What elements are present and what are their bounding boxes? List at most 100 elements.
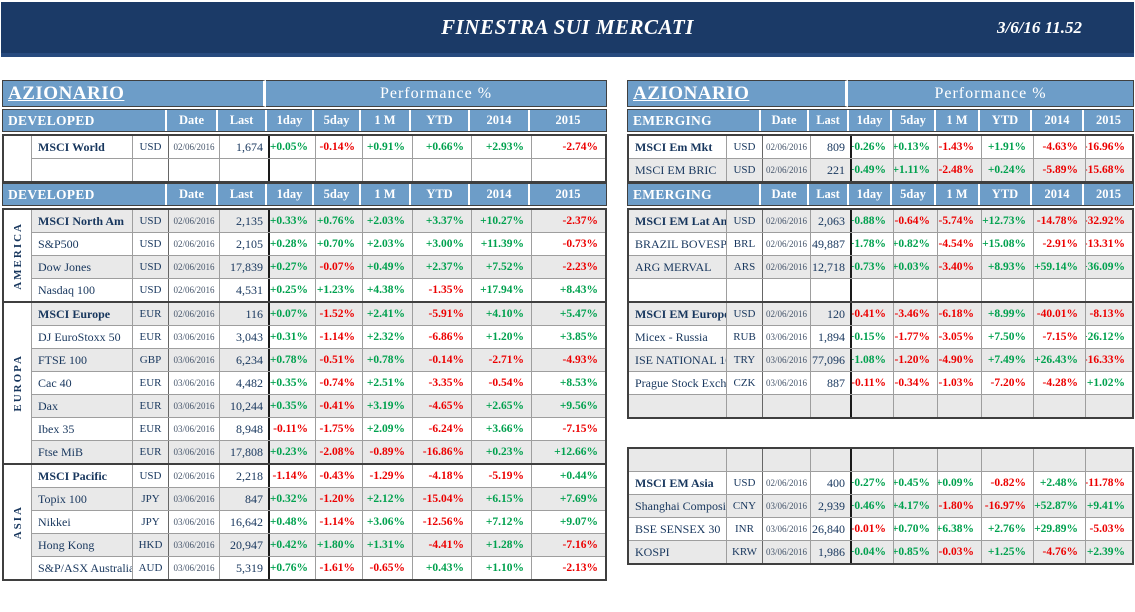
- column-header-1day: 1day: [849, 184, 892, 205]
- empty-cell: [1033, 279, 1085, 301]
- perf-value: +1.02%: [1085, 372, 1132, 394]
- perf-value: -4.54%: [937, 233, 981, 255]
- perf-value: +6.38%: [937, 518, 981, 540]
- instrument-name: MSCI EM BRIC: [635, 162, 717, 177]
- perf-value: +2.48%: [1033, 472, 1085, 494]
- empty-cell: [762, 449, 810, 471]
- instrument-name: Dax: [38, 398, 58, 413]
- perf-value: +0.05%: [268, 136, 315, 158]
- price-date: 03/06/2016: [168, 372, 219, 394]
- perf-value: +1.08%: [850, 349, 893, 371]
- perf-value: +1.10%: [471, 557, 531, 579]
- perf-value: +0.70%: [893, 518, 937, 540]
- perf-value: +2.12%: [362, 488, 412, 510]
- price-date: 03/06/2016: [168, 511, 219, 533]
- perf-value: -16.86%: [412, 441, 471, 463]
- column-header-5day: 5day: [892, 184, 936, 205]
- column-header-5day: 5day: [892, 110, 936, 131]
- perf-value: +1.11%: [893, 159, 937, 181]
- column-header-row: EMERGING Date Last 1day 5day 1 M YTD 2014 2015: [627, 109, 1134, 132]
- perf-value: +8.43%: [531, 279, 605, 301]
- instrument-name: MSCI EM Europe: [635, 306, 726, 321]
- instrument-name: ISE NATIONAL 100: [635, 352, 726, 367]
- perf-value: +0.43%: [412, 557, 471, 579]
- perf-value: -6.18%: [937, 303, 981, 325]
- empty-cell: [629, 395, 726, 417]
- perf-value: +59.14%: [1033, 256, 1085, 278]
- perf-value: -1.80%: [937, 495, 981, 517]
- last-value: 2,218: [219, 465, 268, 487]
- column-header-last: Last: [218, 184, 267, 205]
- perf-value: -7.16%: [531, 534, 605, 556]
- perf-value: +7.12%: [471, 511, 531, 533]
- table-group: MSCI EM Europe USD 02/06/2016 120 -0.41% -3.4…: [627, 301, 1134, 419]
- table-row: Dax EUR 03/06/2016 10,244 +0.35% -0.41% +3.19%…: [32, 395, 605, 418]
- subtitle-header: DEVELOPED: [3, 110, 167, 131]
- table-row: Ibex 35 EUR 03/06/2016 8,948 -0.11% -1.75% +2.…: [32, 418, 605, 441]
- last-value: 2,105: [219, 233, 268, 255]
- price-date: 02/06/2016: [168, 279, 219, 301]
- currency-code: USD: [726, 303, 762, 325]
- perf-value: -0.51%: [315, 349, 362, 371]
- instrument-name: MSCI Europe: [38, 306, 111, 321]
- perf-value: +3.06%: [362, 511, 412, 533]
- perf-value: +2.09%: [362, 418, 412, 440]
- empty-cell: [132, 159, 168, 181]
- perf-value: -2.23%: [531, 256, 605, 278]
- empty-cell: [850, 449, 893, 471]
- table-row: Nasdaq 100 USD 02/06/2016 4,531 +0.25% +1.23%…: [32, 279, 605, 301]
- column-header-row: DEVELOPED Date Last 1day 5day 1 M YTD 2014 2015: [2, 109, 607, 132]
- last-value: 26,840: [810, 518, 850, 540]
- perf-value: +2.51%: [362, 372, 412, 394]
- last-value: 1,674: [219, 136, 268, 158]
- perf-value: -0.74%: [315, 372, 362, 394]
- price-date: 03/06/2016: [168, 395, 219, 417]
- perf-value: +0.44%: [531, 465, 605, 487]
- perf-value: +0.25%: [268, 279, 315, 301]
- empty-cell: [893, 449, 937, 471]
- perf-value: -6.86%: [412, 326, 471, 348]
- table-row: [629, 395, 1132, 417]
- empty-cell: [1033, 449, 1085, 471]
- perf-value: +2.37%: [412, 256, 471, 278]
- perf-value: +0.49%: [362, 256, 412, 278]
- currency-code: USD: [726, 472, 762, 494]
- currency-code: EUR: [132, 372, 168, 394]
- empty-cell: [726, 449, 762, 471]
- group-rows: MSCI Pacific USD 02/06/2016 2,218 -1.14% -0.4…: [32, 465, 605, 579]
- table-row: S&P/ASX Australia AUD 03/06/2016 5,319 +0.76…: [32, 557, 605, 579]
- perf-value: -12.56%: [412, 511, 471, 533]
- last-value: 120: [810, 303, 850, 325]
- perf-value: -5.74%: [937, 210, 981, 232]
- last-value: 400: [810, 472, 850, 494]
- perf-value: +2.03%: [362, 233, 412, 255]
- region-band: AMERICA: [4, 210, 32, 301]
- last-value: 221: [810, 159, 850, 181]
- empty-cell: [1085, 395, 1132, 417]
- subtitle-header: EMERGING: [628, 184, 761, 205]
- perf-value: +2.03%: [362, 210, 412, 232]
- perf-value: +0.27%: [850, 472, 893, 494]
- group-rows: MSCI World USD 02/06/2016 1,674 +0.05% -0.14%…: [32, 136, 605, 181]
- perf-value: -0.14%: [412, 349, 471, 371]
- currency-code: CZK: [726, 372, 762, 394]
- currency-code: EUR: [132, 395, 168, 417]
- currency-code: TRY: [726, 349, 762, 371]
- empty-cell: [32, 159, 132, 181]
- column-header-last: Last: [809, 110, 849, 131]
- price-date: 03/06/2016: [168, 534, 219, 556]
- column-header-2014: 2014: [1032, 184, 1084, 205]
- perf-value: -1.77%: [893, 326, 937, 348]
- price-date: 03/06/2016: [168, 557, 219, 579]
- currency-code: EUR: [132, 418, 168, 440]
- table-title: AZIONARIO: [627, 80, 848, 107]
- instrument-name: Hong Kong: [38, 537, 95, 552]
- perf-value: -0.65%: [362, 557, 412, 579]
- perf-value: +0.24%: [981, 159, 1033, 181]
- empty-cell: [810, 395, 850, 417]
- currency-code: USD: [726, 136, 762, 158]
- perf-value: +0.35%: [268, 395, 315, 417]
- currency-code: USD: [132, 233, 168, 255]
- last-value: 809: [810, 136, 850, 158]
- perf-value: +0.88%: [850, 210, 893, 232]
